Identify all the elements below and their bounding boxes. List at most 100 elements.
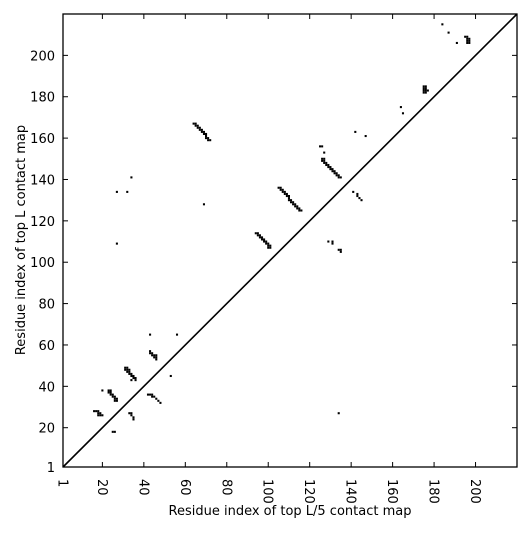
contact-point [128, 370, 131, 373]
contact-point [424, 85, 427, 88]
contact-point [113, 395, 116, 398]
contact-point [256, 232, 259, 235]
contact-point [337, 248, 340, 251]
contact-point [153, 354, 156, 357]
contact-point [192, 122, 195, 125]
contact-point [260, 236, 264, 239]
contact-point [267, 242, 270, 245]
contact-point [263, 238, 266, 241]
contact-point [207, 139, 210, 142]
contact-point [101, 389, 104, 392]
contact-point [279, 186, 282, 189]
y-tick-label: 180 [30, 91, 55, 106]
contact-point [101, 414, 104, 417]
contact-point [258, 236, 261, 239]
contact-point [146, 393, 150, 396]
contact-point [97, 410, 100, 413]
contact-point [115, 242, 118, 245]
y-tick-label: 200 [30, 49, 55, 64]
contact-point [126, 370, 129, 373]
contact-point [263, 240, 266, 243]
contact-point [424, 87, 427, 90]
contact-point [265, 240, 268, 243]
contact-point [337, 174, 340, 177]
contact-point [356, 192, 359, 195]
contact-point [337, 412, 340, 415]
contact-point [292, 203, 295, 206]
contact-point [468, 41, 471, 44]
contact-point [287, 199, 290, 202]
contact-point [319, 145, 322, 148]
contact-point [155, 356, 158, 359]
contact-point [298, 209, 301, 212]
contact-point [151, 354, 154, 357]
contact-point [321, 159, 324, 162]
contact-point [149, 333, 152, 336]
contact-point [327, 163, 330, 167]
contact-point [126, 368, 129, 371]
y-tick-label: 160 [30, 132, 55, 147]
contact-point [113, 399, 116, 402]
contact-point [424, 91, 427, 94]
contact-point [109, 391, 112, 394]
contact-point [358, 197, 361, 200]
contact-point [329, 168, 332, 171]
contact-point [130, 412, 133, 415]
contact-point [287, 197, 290, 200]
contact-point [128, 368, 131, 371]
contact-point [339, 248, 342, 251]
contact-point [115, 397, 118, 400]
contact-point [130, 176, 133, 179]
contact-point [337, 176, 340, 179]
contact-point [468, 37, 471, 40]
contact-point [323, 157, 326, 160]
contact-point [124, 368, 127, 371]
x-tick-label: 200 [467, 479, 482, 504]
contact-point [134, 379, 137, 382]
contact-point [333, 170, 336, 173]
x-tick-label: 140 [343, 479, 358, 504]
contact-point [364, 135, 367, 138]
contact-point [331, 168, 334, 171]
contact-point [335, 174, 338, 177]
contact-point [260, 238, 264, 241]
contact-point [256, 234, 259, 237]
contact-point [339, 176, 342, 179]
contact-point [325, 163, 328, 167]
x-tick-label: 100 [260, 479, 275, 504]
contact-point [422, 91, 425, 94]
contact-point [153, 356, 156, 359]
contact-point [175, 333, 179, 336]
contact-point [205, 135, 208, 138]
contact-point [279, 188, 282, 191]
x-tick-label: 120 [301, 479, 316, 504]
contact-point [113, 430, 116, 433]
points-layer [93, 23, 471, 433]
contact-point [111, 395, 114, 398]
contact-point [422, 87, 425, 90]
contact-point [130, 372, 133, 375]
contact-point [277, 186, 280, 189]
contact-point [194, 124, 197, 127]
contact-point [95, 410, 98, 413]
contact-point [283, 192, 286, 195]
contact-point [287, 194, 290, 198]
contact-point [285, 192, 288, 195]
x-tick-label: 1 [55, 479, 70, 487]
contact-point [200, 130, 203, 133]
contact-point [155, 354, 158, 357]
contact-point [194, 122, 197, 125]
contact-point [422, 89, 425, 92]
contact-point [207, 137, 210, 140]
contact-point [126, 190, 129, 193]
contact-point [113, 397, 116, 400]
contact-point [290, 201, 293, 204]
contact-point [331, 242, 334, 245]
contact-point [130, 379, 133, 382]
contact-point [111, 393, 114, 396]
x-tick-label: 20 [94, 479, 109, 496]
contact-point [202, 132, 206, 136]
diagonal-line [62, 13, 518, 468]
contact-point [153, 395, 156, 398]
